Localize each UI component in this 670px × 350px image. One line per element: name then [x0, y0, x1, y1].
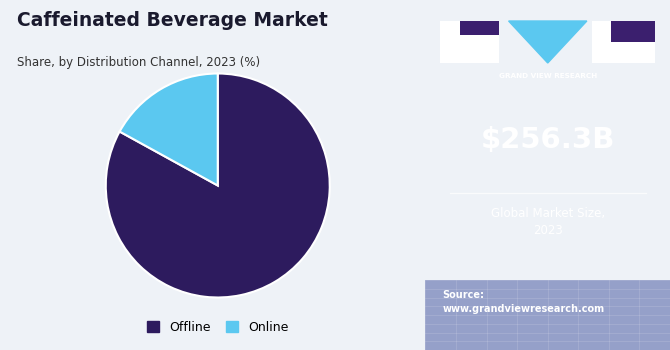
- Wedge shape: [106, 74, 330, 298]
- Text: Share, by Distribution Channel, 2023 (%): Share, by Distribution Channel, 2023 (%): [17, 56, 260, 69]
- Text: $256.3B: $256.3B: [480, 126, 615, 154]
- Legend: Offline, Online: Offline, Online: [142, 316, 293, 339]
- Text: GRAND VIEW RESEARCH: GRAND VIEW RESEARCH: [498, 74, 597, 79]
- Bar: [460, 21, 498, 49]
- Bar: [425, 280, 670, 350]
- Bar: [592, 21, 655, 63]
- Bar: [460, 35, 498, 49]
- Text: Caffeinated Beverage Market: Caffeinated Beverage Market: [17, 10, 328, 29]
- Bar: [440, 21, 498, 63]
- Text: Global Market Size,
2023: Global Market Size, 2023: [490, 206, 605, 238]
- Text: Source:
www.grandviewresearch.com: Source: www.grandviewresearch.com: [443, 290, 605, 314]
- Polygon shape: [509, 21, 587, 63]
- Bar: [611, 21, 655, 42]
- Wedge shape: [120, 74, 218, 186]
